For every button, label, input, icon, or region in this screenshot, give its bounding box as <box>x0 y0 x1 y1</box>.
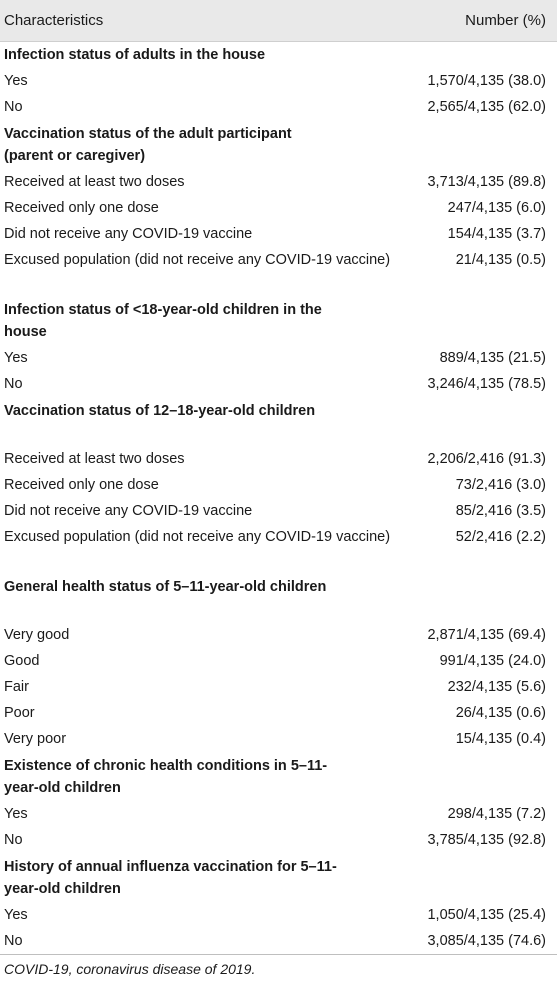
section-heading: Infection status of adults in the house <box>4 47 266 63</box>
row-value: 2,871/4,135 (69.4) <box>427 627 546 643</box>
row-label: Yes <box>4 73 28 89</box>
row-value: 232/4,135 (5.6) <box>447 679 546 695</box>
row-value: 26/4,135 (0.6) <box>455 705 546 721</box>
table-row: Yes 889/4,135 (21.5) <box>0 345 557 371</box>
table-row: Did not receive any COVID-19 vaccine 85/2… <box>0 498 557 524</box>
table-row: Excused population (did not receive any … <box>0 247 557 296</box>
row-label: Did not receive any COVID-19 vaccine <box>4 503 253 519</box>
table-row: Very good 2,871/4,135 (69.4) <box>0 622 557 648</box>
row-label: Poor <box>4 705 35 721</box>
row-value: 3,785/4,135 (92.8) <box>427 832 546 848</box>
row-value: 52/2,416 (2.2) <box>455 529 546 545</box>
row-label: Did not receive any COVID-19 vaccine <box>4 226 253 242</box>
row-label: No <box>4 376 23 392</box>
table-header: Characteristics Number (%) <box>0 0 557 42</box>
row-value: 1,050/4,135 (25.4) <box>427 907 546 923</box>
table-row: Poor 26/4,135 (0.6) <box>0 700 557 726</box>
row-label: Good <box>4 653 40 669</box>
table-row: No 3,785/4,135 (92.8) <box>0 827 557 853</box>
table-bottom-rule <box>0 954 557 955</box>
table-body: Infection status of adults in the house Y… <box>0 42 557 954</box>
row-value: 1,570/4,135 (38.0) <box>427 73 546 89</box>
row-label: No <box>4 933 23 949</box>
table-footnote: COVID-19, coronavirus disease of 2019. <box>4 961 256 977</box>
section-heading-row: Vaccination status of 12–18-year-old chi… <box>0 397 557 446</box>
table-row: Excused population (did not receive any … <box>0 524 557 573</box>
section-heading: Vaccination status of the adult particip… <box>4 126 292 164</box>
section-heading-row: Vaccination status of the adult particip… <box>0 120 557 169</box>
row-label: Excused population (did not receive any … <box>4 529 391 545</box>
table-row: No 2,565/4,135 (62.0) <box>0 94 557 120</box>
row-value: 21/4,135 (0.5) <box>455 252 546 268</box>
row-label: Received at least two doses <box>4 451 185 467</box>
row-value: 85/2,416 (3.5) <box>455 503 546 519</box>
row-label: No <box>4 832 23 848</box>
row-value: 73/2,416 (3.0) <box>455 477 546 493</box>
table-row: Very poor 15/4,135 (0.4) <box>0 726 557 752</box>
header-characteristics: Characteristics <box>4 12 104 29</box>
row-value: 298/4,135 (7.2) <box>447 806 546 822</box>
row-label: Very good <box>4 627 70 643</box>
section-heading: Existence of chronic health conditions i… <box>4 758 328 796</box>
table-row: Received at least two doses 2,206/2,416 (… <box>0 446 557 472</box>
section-heading: General health status of 5–11-year-old c… <box>4 579 327 595</box>
row-value: 15/4,135 (0.4) <box>455 731 546 747</box>
table-row: Yes 1,050/4,135 (25.4) <box>0 902 557 928</box>
section-heading-row: Existence of chronic health conditions i… <box>0 752 557 801</box>
characteristics-table: Characteristics Number (%) Infection sta… <box>0 0 557 977</box>
row-label: Excused population (did not receive any … <box>4 252 391 268</box>
table-row: Did not receive any COVID-19 vaccine 154/… <box>0 221 557 247</box>
section-heading-row: General health status of 5–11-year-old c… <box>0 573 557 622</box>
row-label: Yes <box>4 907 28 923</box>
row-label: Fair <box>4 679 29 695</box>
row-label: Yes <box>4 350 28 366</box>
row-label: No <box>4 99 23 115</box>
header-number: Number (%) <box>465 12 546 29</box>
table-row: Fair 232/4,135 (5.6) <box>0 674 557 700</box>
table-row: Good 991/4,135 (24.0) <box>0 648 557 674</box>
table-row: Received only one dose 73/2,416 (3.0) <box>0 472 557 498</box>
row-value: 3,246/4,135 (78.5) <box>427 376 546 392</box>
row-value: 889/4,135 (21.5) <box>439 350 546 366</box>
row-label: Received at least two doses <box>4 174 185 190</box>
row-value: 3,713/4,135 (89.8) <box>427 174 546 190</box>
table-row: Received only one dose 247/4,135 (6.0) <box>0 195 557 221</box>
section-heading: History of annual influenza vaccination … <box>4 859 337 897</box>
row-value: 2,206/2,416 (91.3) <box>427 451 546 467</box>
section-heading: Vaccination status of 12–18-year-old chi… <box>4 403 316 419</box>
table-row: Yes 1,570/4,135 (38.0) <box>0 68 557 94</box>
section-heading: Infection status of <18-year-old childre… <box>4 302 322 340</box>
row-value: 247/4,135 (6.0) <box>447 200 546 216</box>
row-label: Very poor <box>4 731 67 747</box>
row-label: Received only one dose <box>4 200 159 216</box>
row-value: 3,085/4,135 (74.6) <box>427 933 546 949</box>
table-row: Received at least two doses 3,713/4,135 (… <box>0 169 557 195</box>
row-label: Received only one dose <box>4 477 159 493</box>
section-heading-row: Infection status of <18-year-old childre… <box>0 296 557 345</box>
row-value: 2,565/4,135 (62.0) <box>427 99 546 115</box>
row-value: 154/4,135 (3.7) <box>447 226 546 242</box>
row-value: 991/4,135 (24.0) <box>439 653 546 669</box>
table-row: No 3,085/4,135 (74.6) <box>0 928 557 954</box>
table-row: Yes 298/4,135 (7.2) <box>0 801 557 827</box>
table-row: No 3,246/4,135 (78.5) <box>0 371 557 397</box>
section-heading-row: History of annual influenza vaccination … <box>0 853 557 902</box>
section-heading-row: Infection status of adults in the house <box>0 42 557 68</box>
row-label: Yes <box>4 806 28 822</box>
